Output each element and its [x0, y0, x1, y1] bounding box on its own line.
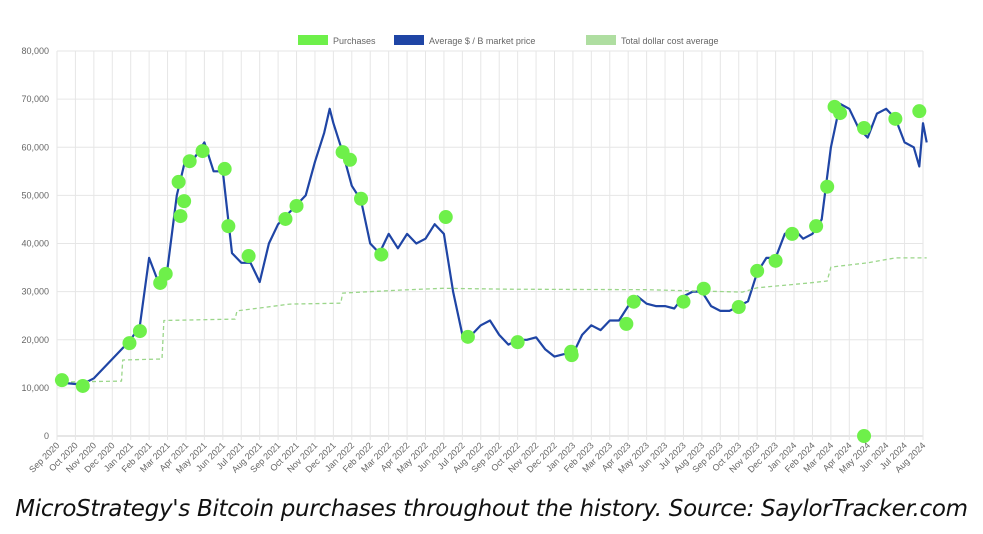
purchase-point [75, 378, 90, 393]
purchase-point [278, 211, 293, 226]
y-tick-label: 40,000 [21, 239, 49, 249]
purchase-point [438, 210, 453, 225]
purchase-point [731, 300, 746, 315]
purchase-point [857, 121, 872, 135]
purchase-point [374, 247, 389, 262]
legend-label: Purchases [333, 36, 376, 46]
purchase-point [241, 249, 256, 264]
purchase-point [888, 111, 903, 126]
purchase-point [510, 335, 525, 350]
purchase-point [768, 253, 783, 268]
purchase-point [809, 219, 824, 234]
legend-label: Average $ / B market price [429, 36, 535, 46]
legend-label: Total dollar cost average [621, 36, 719, 46]
y-axis: 0 10,000 20,000 30,000 40,000 50,000 60,000 70,… [21, 46, 49, 441]
purchase-point [750, 263, 765, 278]
purchase-point [912, 104, 927, 119]
purchase-point [785, 226, 800, 241]
purchase-point [54, 373, 69, 388]
grid [56, 50, 924, 440]
purchase-point [171, 174, 186, 189]
purchase-point [619, 316, 634, 331]
purchase-point [564, 348, 579, 363]
purchase-point [833, 106, 848, 121]
purchase-point [217, 161, 232, 176]
dollar-cost-average-line [56, 257, 927, 383]
purchase-point [696, 281, 711, 296]
caption: MicroStrategy's Bitcoin purchases throug… [15, 496, 968, 522]
purchase-point [122, 336, 137, 351]
purchase-point [820, 179, 835, 194]
y-tick-label: 70,000 [21, 94, 49, 104]
y-tick-label: 0 [44, 431, 49, 441]
purchase-markers [54, 99, 927, 443]
y-tick-label: 60,000 [21, 142, 49, 152]
y-tick-label: 10,000 [21, 383, 49, 393]
y-tick-label: 50,000 [21, 190, 49, 200]
purchase-point [354, 191, 369, 206]
legend-swatch [394, 35, 424, 45]
purchase-point [182, 154, 197, 169]
purchase-point [626, 294, 641, 309]
purchase-point [177, 194, 192, 209]
purchase-point [460, 329, 475, 344]
y-tick-label: 30,000 [21, 287, 49, 297]
purchase-point [195, 144, 210, 159]
legend-swatch [586, 35, 616, 45]
purchase-point [173, 209, 188, 224]
legend-swatch [298, 35, 328, 45]
y-tick-label: 80,000 [21, 46, 49, 56]
purchase-point [289, 198, 304, 213]
y-tick-label: 20,000 [21, 335, 49, 345]
purchase-point [132, 324, 147, 339]
legend: Purchases Average $ / B market price Total… [298, 35, 719, 46]
purchase-point [342, 152, 357, 167]
purchase-point [158, 266, 173, 281]
purchase-point [676, 294, 691, 309]
purchase-point [221, 219, 236, 234]
purchase-point [857, 429, 872, 443]
